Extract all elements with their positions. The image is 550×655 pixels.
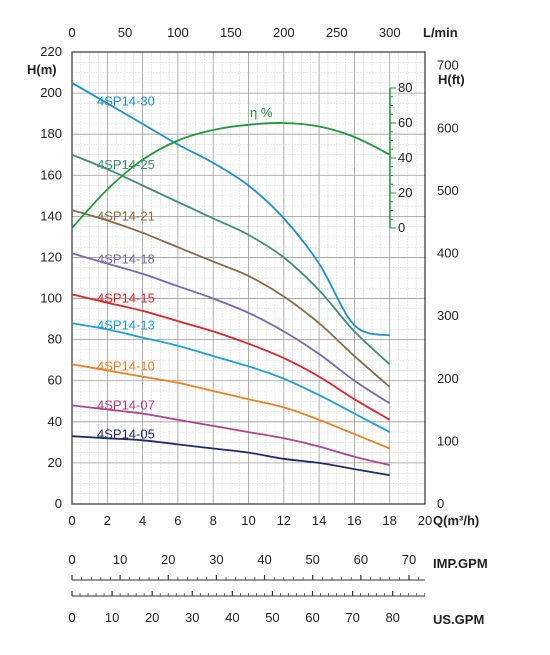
efficiency-tick-label: 20 <box>398 185 412 200</box>
us-gpm-scale-tick-label: 0 <box>68 610 75 625</box>
series-label: 4SP14-25 <box>97 157 155 172</box>
x-top-tick-label: 300 <box>379 25 401 40</box>
y-right-tick-label: 700 <box>437 58 459 73</box>
imp-gpm-scale-tick-label: 10 <box>113 552 127 567</box>
series-line-4sp14-18 <box>71 252 391 405</box>
imp-gpm-scale-tick-label: 50 <box>305 552 319 567</box>
imp-gpm-scale-tick-label: 30 <box>209 552 223 567</box>
y-left-tick-label: 80 <box>48 332 62 347</box>
us-gpm-scale-tick-label: 20 <box>145 610 159 625</box>
x-top-tick-label: 0 <box>68 25 75 40</box>
series-label: 4SP14-21 <box>97 208 155 223</box>
imp-gpm-scale-tick-label: 20 <box>161 552 175 567</box>
series-line-4sp14-07 <box>71 404 390 466</box>
series-line-4sp14-05 <box>71 435 390 477</box>
x-top-axis-label: L/min <box>423 25 458 40</box>
x-top-tick-label: 100 <box>167 25 189 40</box>
y-left-tick-label: 100 <box>40 291 62 306</box>
us-gpm-scale-tick-label: 60 <box>305 610 319 625</box>
series-label: 4SP14-07 <box>97 397 155 412</box>
us-gpm-scale-tick-label: 10 <box>105 610 119 625</box>
series-line-4sp14-21 <box>71 209 391 388</box>
y-left-tick-label: 180 <box>40 126 62 141</box>
y-right-axis-label: H(ft) <box>438 72 465 87</box>
y-right-tick-label: 300 <box>437 308 459 323</box>
axis-tick-labels: 0 2 4 6 8 10 12 14 16 18 200 50 100 150 200 250 30002040… <box>40 25 458 625</box>
y-left-tick-label: 220 <box>40 44 62 59</box>
efficiency-curve-label: η % <box>250 105 273 120</box>
series-label: 4SP14-18 <box>97 252 155 267</box>
series-label: 4SP14-13 <box>97 317 155 332</box>
series-label: 4SP14-05 <box>97 426 155 441</box>
x-bottom-tick-label: 8 <box>210 513 217 528</box>
y-right-tick-label: 500 <box>437 183 459 198</box>
us-gpm-scale-tick-label: 50 <box>265 610 279 625</box>
series-line-4sp14-13 <box>71 322 391 433</box>
y-left-tick-label: 60 <box>48 373 62 388</box>
efficiency-curve-line <box>71 122 391 229</box>
us-gpm-axis-label: US.GPM <box>433 612 484 627</box>
y-left-tick-label: 20 <box>48 455 62 470</box>
x-bottom-tick-label: 2 <box>104 513 111 528</box>
y-left-tick-label: 0 <box>55 496 62 511</box>
y-right-tick-label: 400 <box>437 246 459 261</box>
efficiency-tick-label: 80 <box>398 80 412 95</box>
x-top-tick-label: 50 <box>118 25 132 40</box>
imp-gpm-scale-tick-label: 70 <box>402 552 416 567</box>
y-left-axis-label: H(m) <box>27 62 57 77</box>
x-top-tick-label: 150 <box>220 25 242 40</box>
imp-gpm-scale-tick-label: 40 <box>257 552 271 567</box>
series-label: 4SP14-30 <box>97 93 155 108</box>
x-bottom-tick-label: 12 <box>277 513 291 528</box>
y-right-tick-label: 600 <box>437 120 459 135</box>
efficiency-tick-label: 0 <box>398 220 405 235</box>
x-bottom-tick-label: 14 <box>312 513 326 528</box>
imp-gpm-scale-tick-label: 0 <box>68 552 75 567</box>
us-gpm-scale-tick-label: 80 <box>385 610 399 625</box>
pump-curves: 4SP14-30 4SP14-25 4SP14-21 4SP14-18 4SP14-15… <box>71 82 391 477</box>
y-left-tick-label: 200 <box>40 85 62 100</box>
chart-grid <box>71 51 426 505</box>
y-right-tick-label: 100 <box>437 433 459 448</box>
plot-frame <box>71 51 426 505</box>
y-left-tick-label: 120 <box>40 249 62 264</box>
y-left-tick-label: 160 <box>40 167 62 182</box>
series-line-4sp14-30 <box>71 82 390 337</box>
x-bottom-tick-label: 16 <box>347 513 361 528</box>
us-gpm-scale-tick-label: 70 <box>345 610 359 625</box>
x-bottom-axis-label: Q(m³/h) <box>433 513 479 528</box>
imp-gpm-axis-label: IMP.GPM <box>433 556 488 571</box>
y-left-tick-label: 40 <box>48 414 62 429</box>
x-bottom-tick-label: 0 <box>68 513 75 528</box>
us-gpm-scale-tick-label: 40 <box>225 610 239 625</box>
series-line-4sp14-10 <box>71 363 391 450</box>
efficiency-tick-label: 40 <box>398 150 412 165</box>
x-top-tick-label: 250 <box>326 25 348 40</box>
series-label: 4SP14-15 <box>97 291 155 306</box>
x-top-tick-label: 200 <box>273 25 295 40</box>
efficiency-axis: 0 20 40 60 80 <box>389 80 412 235</box>
us-gpm-scale-tick-label: 30 <box>185 610 199 625</box>
series-line-4sp14-25 <box>71 153 391 365</box>
x-bottom-tick-label: 4 <box>139 513 146 528</box>
series-label: 4SP14-10 <box>97 358 155 373</box>
y-left-tick-label: 140 <box>40 208 62 223</box>
imp-gpm-scale-tick-label: 60 <box>354 552 368 567</box>
x-bottom-tick-label: 6 <box>174 513 181 528</box>
y-right-tick-label: 200 <box>437 371 459 386</box>
y-right-tick-label: 0 <box>437 496 444 511</box>
x-bottom-tick-label: 10 <box>241 513 255 528</box>
series-line-4sp14-15 <box>71 293 391 421</box>
x-bottom-tick-label: 18 <box>382 513 396 528</box>
efficiency-tick-label: 60 <box>398 115 412 130</box>
x-bottom-tick-label: 20 <box>418 513 432 528</box>
